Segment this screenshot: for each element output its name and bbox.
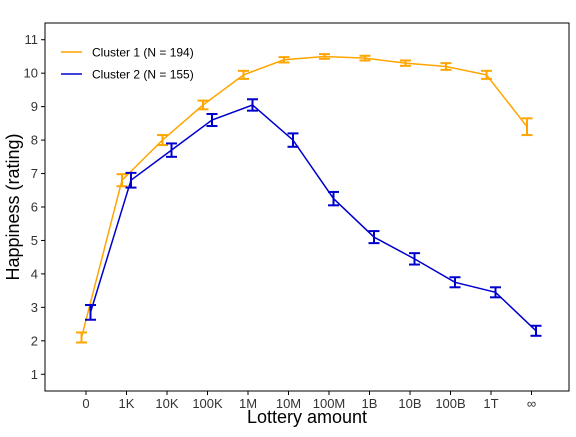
series-line	[89, 104, 537, 332]
y-tick-label: 10	[24, 66, 38, 81]
y-tick-label: 2	[31, 333, 38, 348]
x-tick-label: 1T	[483, 396, 498, 411]
error-bar	[287, 132, 299, 148]
error-bar	[481, 69, 492, 80]
error-bar	[440, 62, 452, 71]
y-tick-label: 8	[31, 133, 38, 148]
error-bar	[449, 276, 461, 289]
error-bar	[278, 56, 290, 64]
error-bar	[409, 252, 420, 266]
error-bar	[521, 117, 533, 137]
error-bar	[197, 99, 209, 111]
error-bar	[238, 69, 249, 80]
error-bar	[530, 324, 542, 337]
error-bar	[166, 142, 177, 158]
y-tick-label: 3	[31, 300, 38, 315]
error-bar	[490, 286, 501, 299]
error-bar	[125, 171, 137, 189]
series-layer	[76, 53, 542, 344]
series-line	[80, 55, 528, 338]
y-tick-label: 7	[31, 166, 38, 181]
error-bar	[247, 98, 258, 112]
y-tick-label: 6	[31, 200, 38, 215]
y-tick-label: 1	[31, 367, 38, 382]
x-tick-label: 100K	[192, 396, 223, 411]
error-bar	[359, 54, 371, 62]
x-tick-label: 100B	[435, 396, 465, 411]
legend: Cluster 1 (N = 194) Cluster 2 (N = 155)	[61, 46, 194, 82]
error-bar	[368, 230, 380, 245]
error-bar	[157, 134, 168, 147]
x-tick-label: 10M	[276, 396, 301, 411]
x-axis: 0 1K 10K 100K 1M 10M 100M 1B 10B 100B 1T ∞	[82, 391, 536, 411]
error-bar	[400, 59, 411, 67]
error-bar	[116, 173, 128, 188]
legend-label: Cluster 2 (N = 155)	[92, 68, 194, 82]
x-tick-label: ∞	[527, 396, 536, 411]
x-tick-label: 1K	[119, 396, 135, 411]
x-axis-label: Lottery amount	[247, 407, 367, 427]
y-tick-label: 5	[31, 233, 38, 248]
error-bar	[319, 53, 330, 60]
error-bar	[85, 304, 96, 321]
error-bar	[328, 190, 339, 207]
x-tick-label: 1M	[239, 396, 257, 411]
legend-label: Cluster 1 (N = 194)	[92, 46, 194, 60]
error-bar	[76, 331, 87, 344]
x-tick-label: 10K	[155, 396, 178, 411]
y-axis: 1 2 3 4 5 6 7 8 9 10 11	[24, 32, 45, 382]
y-tick-label: 11	[25, 32, 39, 47]
error-bar	[206, 112, 218, 128]
x-tick-label: 1B	[362, 396, 378, 411]
x-tick-label: 0	[82, 396, 89, 411]
y-tick-label: 9	[31, 99, 38, 114]
y-tick-label: 4	[31, 266, 38, 281]
x-tick-label: 10B	[398, 396, 421, 411]
x-tick-label: 100M	[313, 396, 346, 411]
y-axis-label: Happiness (rating)	[3, 133, 23, 280]
